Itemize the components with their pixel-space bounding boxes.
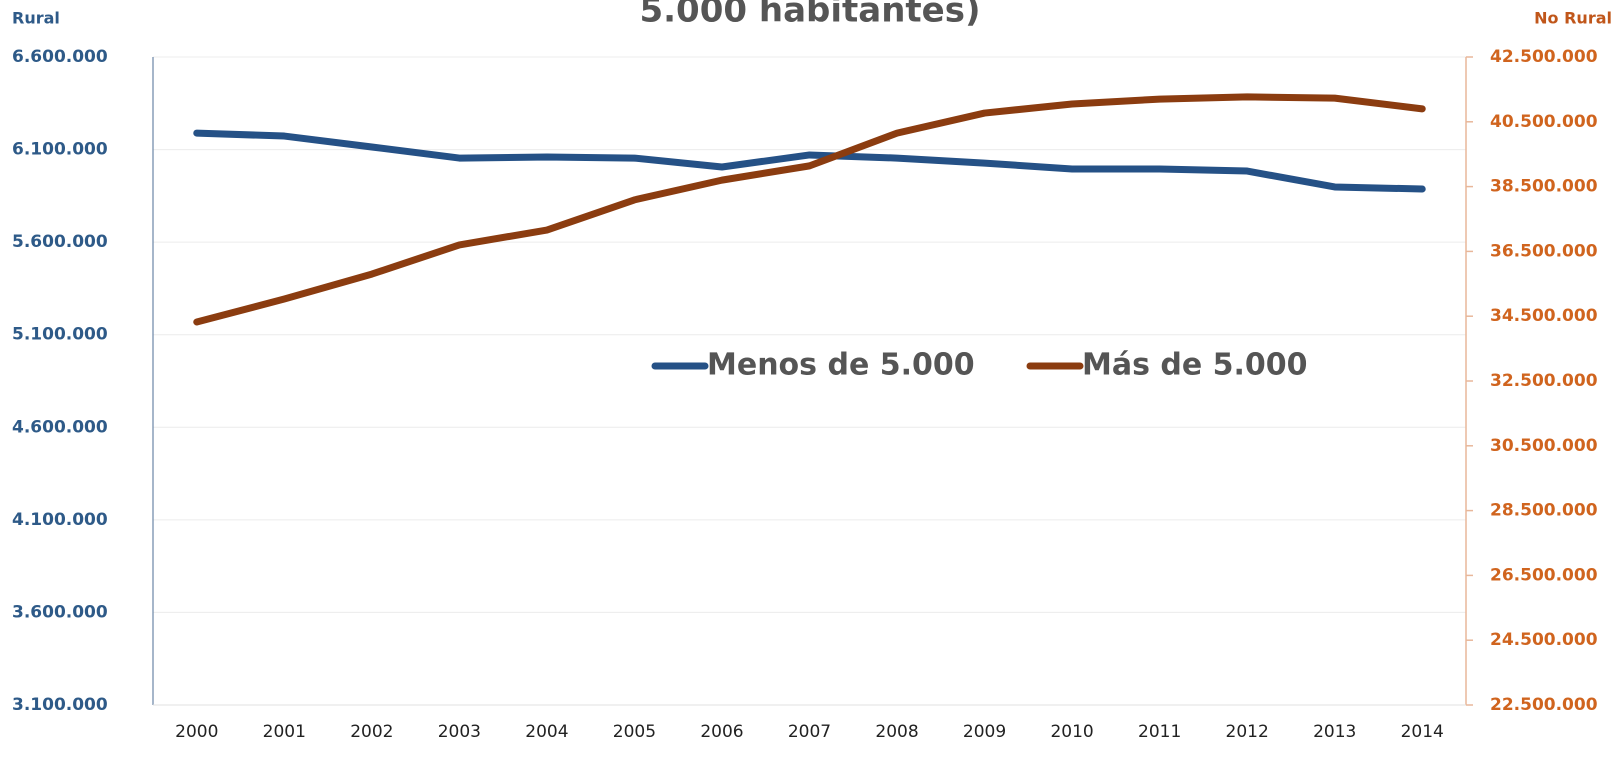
x-tick-label: 2007: [788, 722, 831, 742]
y2-tick-label: 24.500.000: [1490, 630, 1598, 650]
x-tick-label: 2003: [438, 722, 481, 742]
y-tick-label: 5.600.000: [12, 232, 108, 252]
y2-tick-label: 36.500.000: [1490, 241, 1598, 261]
legend-label: Menos de 5.000: [707, 348, 975, 383]
x-tick-label: 2002: [350, 722, 393, 742]
y2-tick-label: 34.500.000: [1490, 306, 1598, 326]
x-tick-label: 2008: [875, 722, 918, 742]
series-line: [193, 129, 1426, 193]
y2-tick-label: 38.500.000: [1490, 177, 1598, 197]
y2-axis-title: No Rural: [1534, 9, 1612, 28]
y2-tick-label: 32.500.000: [1490, 371, 1598, 391]
legend-label: Más de 5.000: [1082, 348, 1308, 383]
y-tick-label: 4.600.000: [12, 417, 108, 437]
y-tick-label: 5.100.000: [12, 325, 108, 345]
y2-tick-label: 42.500.000: [1490, 47, 1598, 67]
x-tick-label: 2005: [613, 722, 656, 742]
y-tick-label: 4.100.000: [12, 510, 108, 530]
x-tick-label: 2001: [263, 722, 306, 742]
y-axis-title: Rural: [12, 9, 60, 28]
x-tick-label: 2011: [1138, 722, 1181, 742]
y2-tick-label: 40.500.000: [1490, 112, 1598, 132]
x-tick-label: 2004: [525, 722, 568, 742]
x-tick-label: 2014: [1401, 722, 1444, 742]
y2-tick-label: 28.500.000: [1490, 501, 1598, 521]
x-tick-label: 2006: [700, 722, 743, 742]
x-tick-label: 2010: [1050, 722, 1093, 742]
y-tick-label: 3.600.000: [12, 602, 108, 622]
y-tick-label: 6.100.000: [12, 140, 108, 160]
x-tick-label: 2012: [1226, 722, 1269, 742]
y-tick-label: 3.100.000: [12, 695, 108, 715]
chart-title: 5.000 habitantes): [639, 0, 980, 31]
y2-tick-label: 30.500.000: [1490, 436, 1598, 456]
y2-tick-label: 26.500.000: [1490, 565, 1598, 585]
x-tick-label: 2000: [175, 722, 218, 742]
x-tick-label: 2013: [1313, 722, 1356, 742]
x-tick-label: 2009: [963, 722, 1006, 742]
series-line: [193, 93, 1426, 326]
y-tick-label: 6.600.000: [12, 47, 108, 67]
y2-tick-label: 22.500.000: [1490, 695, 1598, 715]
